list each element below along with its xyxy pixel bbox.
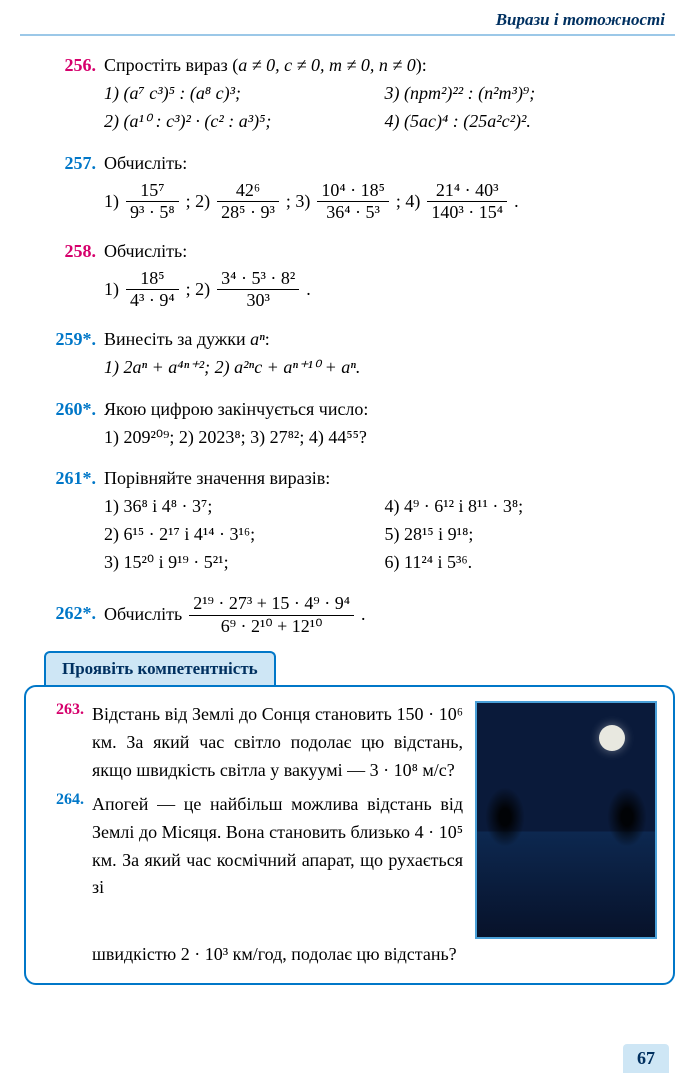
exercise-264: 264. Апогей — це найбільш мо­жлива відст… [36,791,463,903]
exercise-number: 260*. [40,396,96,424]
exercise-number: 259*. [40,326,96,354]
exercise-260: 260*. Якою цифрою закінчується число: 1)… [40,396,665,452]
exercise-subitems: 1) 18⁵4³ · 9⁴ ; 2) 3⁴ · 5³ · 8²30³ . [40,268,665,312]
fraction: 18⁵4³ · 9⁴ [126,268,179,312]
content-area: 256. Спростіть вираз (a ≠ 0, c ≠ 0, m ≠ … [0,52,695,637]
header-rule [20,34,675,36]
exercise-subitems: 1) 15⁷9³ · 5⁸ ; 2) 42⁶28⁵ · 9³ ; 3) 10⁴ … [40,180,665,224]
exercise-text: Відстань від Землі до Сон­ця становить 1… [84,701,463,785]
fraction: 2¹⁹ · 27³ + 15 · 4⁹ · 9⁴6⁹ · 2¹⁰ + 12¹⁰ [189,593,354,637]
moon-night-image [475,701,657,939]
exercise-subitems: 1) 209²⁰⁹; 2) 2023⁸; 3) 27⁸²; 4) 44⁵⁵? [40,424,665,452]
exercise-262: 262*. Обчисліть 2¹⁹ · 27³ + 15 · 4⁹ · 9⁴… [40,591,665,637]
fraction: 21⁴ · 40³140³ · 15⁴ [427,180,507,224]
fraction: 15⁷9³ · 5⁸ [126,180,179,224]
exercise-258: 258. Обчисліть: 1) 18⁵4³ · 9⁴ ; 2) 3⁴ · … [40,238,665,312]
exercise-prompt: Порівняйте значення виразів: [96,465,665,493]
exercise-264-continuation: швидкістю 2 · 10³ км/год, подолає цю від… [36,941,657,969]
exercise-prompt: Обчисліть: [96,238,665,266]
exercise-subitems: 1) 36⁸ і 4⁸ · 3⁷; 4) 4⁹ · 6¹² і 8¹¹ · 3⁸… [40,493,665,577]
exercise-number: 257. [40,150,96,178]
exercise-prompt: Обчисліть 2¹⁹ · 27³ + 15 · 4⁹ · 9⁴6⁹ · 2… [96,593,665,637]
competence-box: 263. Відстань від Землі до Сон­ця станов… [24,685,675,985]
exercise-number: 263. [36,701,84,785]
exercise-number: 261*. [40,465,96,493]
competence-box-title: Проявіть компетентність [44,651,276,685]
exercise-number: 262*. [40,600,96,628]
exercise-prompt: Спростіть вираз (a ≠ 0, c ≠ 0, m ≠ 0, n … [96,52,665,80]
fraction: 10⁴ · 18⁵36⁴ · 5³ [317,180,389,224]
page-header: Вирази і тотожності [0,0,695,34]
exercise-259: 259*. Винесіть за дужки aⁿ: 1) 2aⁿ + a⁴ⁿ… [40,326,665,382]
header-title: Вирази і тотожності [496,10,665,29]
page-number: 67 [623,1044,669,1073]
exercise-text: Апогей — це найбільш мо­жлива відстань в… [84,791,463,903]
fraction: 3⁴ · 5³ · 8²30³ [217,268,299,312]
fraction: 42⁶28⁵ · 9³ [217,180,279,224]
exercise-261: 261*. Порівняйте значення виразів: 1) 36… [40,465,665,577]
exercise-number: 256. [40,52,96,80]
moon-icon [599,725,625,751]
exercise-subitems: 1) 2aⁿ + a⁴ⁿ⁺²; 2) a²ⁿc + aⁿ⁺¹⁰ + aⁿ. [40,354,665,382]
exercise-263: 263. Відстань від Землі до Сон­ця станов… [36,701,463,785]
exercise-257: 257. Обчисліть: 1) 15⁷9³ · 5⁸ ; 2) 42⁶28… [40,150,665,224]
exercise-number: 258. [40,238,96,266]
exercise-prompt: Обчисліть: [96,150,665,178]
tree-silhouette [607,787,647,847]
exercise-number: 264. [36,791,84,903]
exercise-prompt: Якою цифрою закінчується число: [96,396,665,424]
exercise-prompt: Винесіть за дужки aⁿ: [96,326,665,354]
exercise-subitems: 1) (a⁷ c³)⁵ : (a⁸ c)³; 3) (npm²)²² : (n²… [40,80,665,136]
exercise-256: 256. Спростіть вираз (a ≠ 0, c ≠ 0, m ≠ … [40,52,665,136]
tree-silhouette [485,787,525,847]
